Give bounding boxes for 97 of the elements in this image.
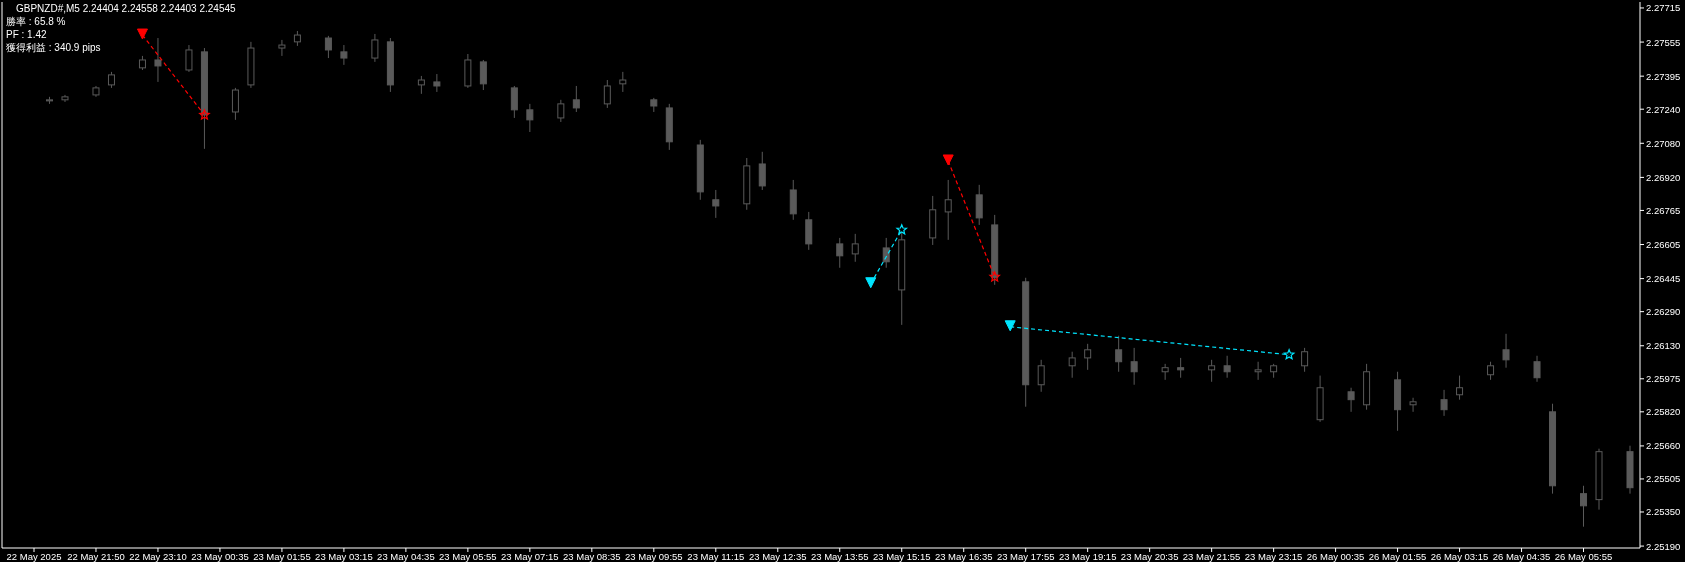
candlestick — [975, 184, 983, 226]
y-tick-label: 2.25820 — [1646, 406, 1681, 418]
x-tick-label: 23 May 17:55 — [996, 551, 1055, 562]
candlestick — [851, 233, 859, 263]
candlestick — [1301, 347, 1309, 373]
candlestick — [278, 39, 286, 57]
candlestick — [479, 59, 487, 91]
candlestick — [1208, 359, 1216, 383]
candlestick — [1037, 359, 1045, 393]
x-tick-label: 26 May 05:55 — [1554, 551, 1613, 562]
x-tick-label: 23 May 03:15 — [315, 551, 373, 562]
x-tick-label: 23 May 13:55 — [810, 551, 869, 562]
candlestick — [1130, 347, 1138, 386]
y-tick-label: 2.27240 — [1646, 103, 1681, 115]
candlestick — [572, 85, 580, 113]
y-tick-label: 2.27395 — [1646, 70, 1681, 82]
candlestick — [836, 237, 844, 269]
candlestick — [1068, 351, 1076, 379]
x-tick-label: 23 May 08:35 — [563, 551, 621, 562]
y-tick-label: 2.26605 — [1646, 239, 1681, 250]
y-tick-label: 2.26445 — [1646, 273, 1681, 285]
candlestick — [154, 37, 162, 83]
x-tick-label: 22 May 23:10 — [129, 551, 187, 562]
y-tick-label: 2.27715 — [1646, 2, 1681, 14]
x-tick-label: 23 May 15:15 — [872, 551, 931, 562]
x-tick-label: 23 May 09:55 — [625, 551, 683, 562]
x-tick-label: 22 May 2025 — [6, 551, 62, 562]
point — [989, 271, 1001, 282]
candlestick — [185, 44, 193, 73]
candlestick — [1115, 335, 1123, 373]
y-tick-label: 2.27080 — [1646, 137, 1681, 149]
x-tick-label: 23 May 16:35 — [934, 551, 993, 562]
candlestick — [371, 33, 379, 63]
y-tick-label: 2.26765 — [1646, 204, 1681, 216]
candlestick — [1487, 361, 1495, 381]
y-tick-label: 2.25505 — [1646, 473, 1681, 485]
candlestick — [510, 85, 518, 119]
candlestick — [231, 87, 239, 121]
candlestick — [789, 179, 797, 221]
y-tick-label: 2.26130 — [1646, 340, 1681, 352]
candlestick — [712, 189, 720, 219]
point — [942, 154, 954, 166]
candlestick — [1084, 343, 1092, 371]
x-tick-label: 23 May 00:35 — [191, 551, 249, 562]
point — [136, 28, 148, 40]
x-tick-label: 26 May 04:35 — [1492, 551, 1551, 562]
x-tick-label: 22 May 21:50 — [67, 551, 125, 562]
x-tick-label: 23 May 11:15 — [687, 551, 745, 562]
x-tick-label: 23 May 05:55 — [439, 551, 497, 562]
x-tick-label: 23 May 07:15 — [501, 551, 559, 562]
candlestick — [1409, 397, 1417, 413]
point — [199, 109, 210, 120]
x-tick-label: 23 May 04:35 — [377, 551, 435, 562]
candlestick — [324, 35, 332, 59]
y-tick-label: 2.25350 — [1646, 506, 1681, 518]
candlestick — [1456, 375, 1464, 401]
candlestick — [433, 73, 441, 93]
y-tick-label: 2.25975 — [1646, 373, 1681, 385]
x-tick-label: 23 May 21:55 — [1182, 551, 1241, 562]
candlestick — [1177, 357, 1185, 379]
annotation: PF : 1.42 — [6, 29, 47, 40]
candlestick — [1347, 387, 1355, 413]
annotation: 獲得利益 : 340.9 pips — [6, 42, 101, 53]
y-tick-label: 2.26920 — [1646, 171, 1681, 183]
candlestick — [1254, 361, 1262, 381]
candlestick — [1533, 355, 1541, 383]
x-tick-label: 23 May 01:55 — [253, 551, 311, 562]
candlestick — [526, 103, 534, 133]
x-tick-label: 23 May 20:35 — [1120, 551, 1179, 562]
y-tick-label: 2.27555 — [1646, 36, 1681, 48]
x-tick-label: 23 May 19:15 — [1058, 551, 1117, 562]
candlestick — [619, 71, 627, 93]
point — [1004, 320, 1016, 332]
candlestick — [1580, 485, 1588, 528]
y-tick-label: 2.25190 — [1646, 540, 1681, 552]
x-tick-label: 26 May 01:55 — [1368, 551, 1427, 562]
y-tick-label: 2.25660 — [1646, 440, 1681, 452]
candlestick — [1502, 333, 1510, 369]
annotation: 勝率 : 65.8 % — [6, 16, 66, 27]
candlestick — [603, 79, 611, 109]
point — [896, 224, 908, 235]
point — [865, 277, 877, 289]
candlestick — [557, 99, 565, 123]
candlestick — [944, 179, 952, 241]
title: GBPNZD#,M5 2.24404 2.24558 2.24403 2.24545 — [16, 3, 236, 14]
x-tick-label: 26 May 03:15 — [1430, 551, 1489, 562]
candlestick — [1440, 389, 1448, 417]
x-tick-label: 26 May 00:35 — [1306, 551, 1365, 562]
candlestick — [882, 237, 890, 269]
x-tick-label: 23 May 23:15 — [1244, 551, 1303, 562]
candlestick — [1223, 355, 1231, 379]
candlestick — [758, 151, 766, 191]
point — [1283, 349, 1295, 360]
candlestick — [1161, 363, 1169, 381]
y-tick-label: 2.26290 — [1646, 306, 1681, 318]
candlestick — [340, 44, 348, 66]
x-tick-label: 23 May 12:35 — [749, 551, 807, 562]
